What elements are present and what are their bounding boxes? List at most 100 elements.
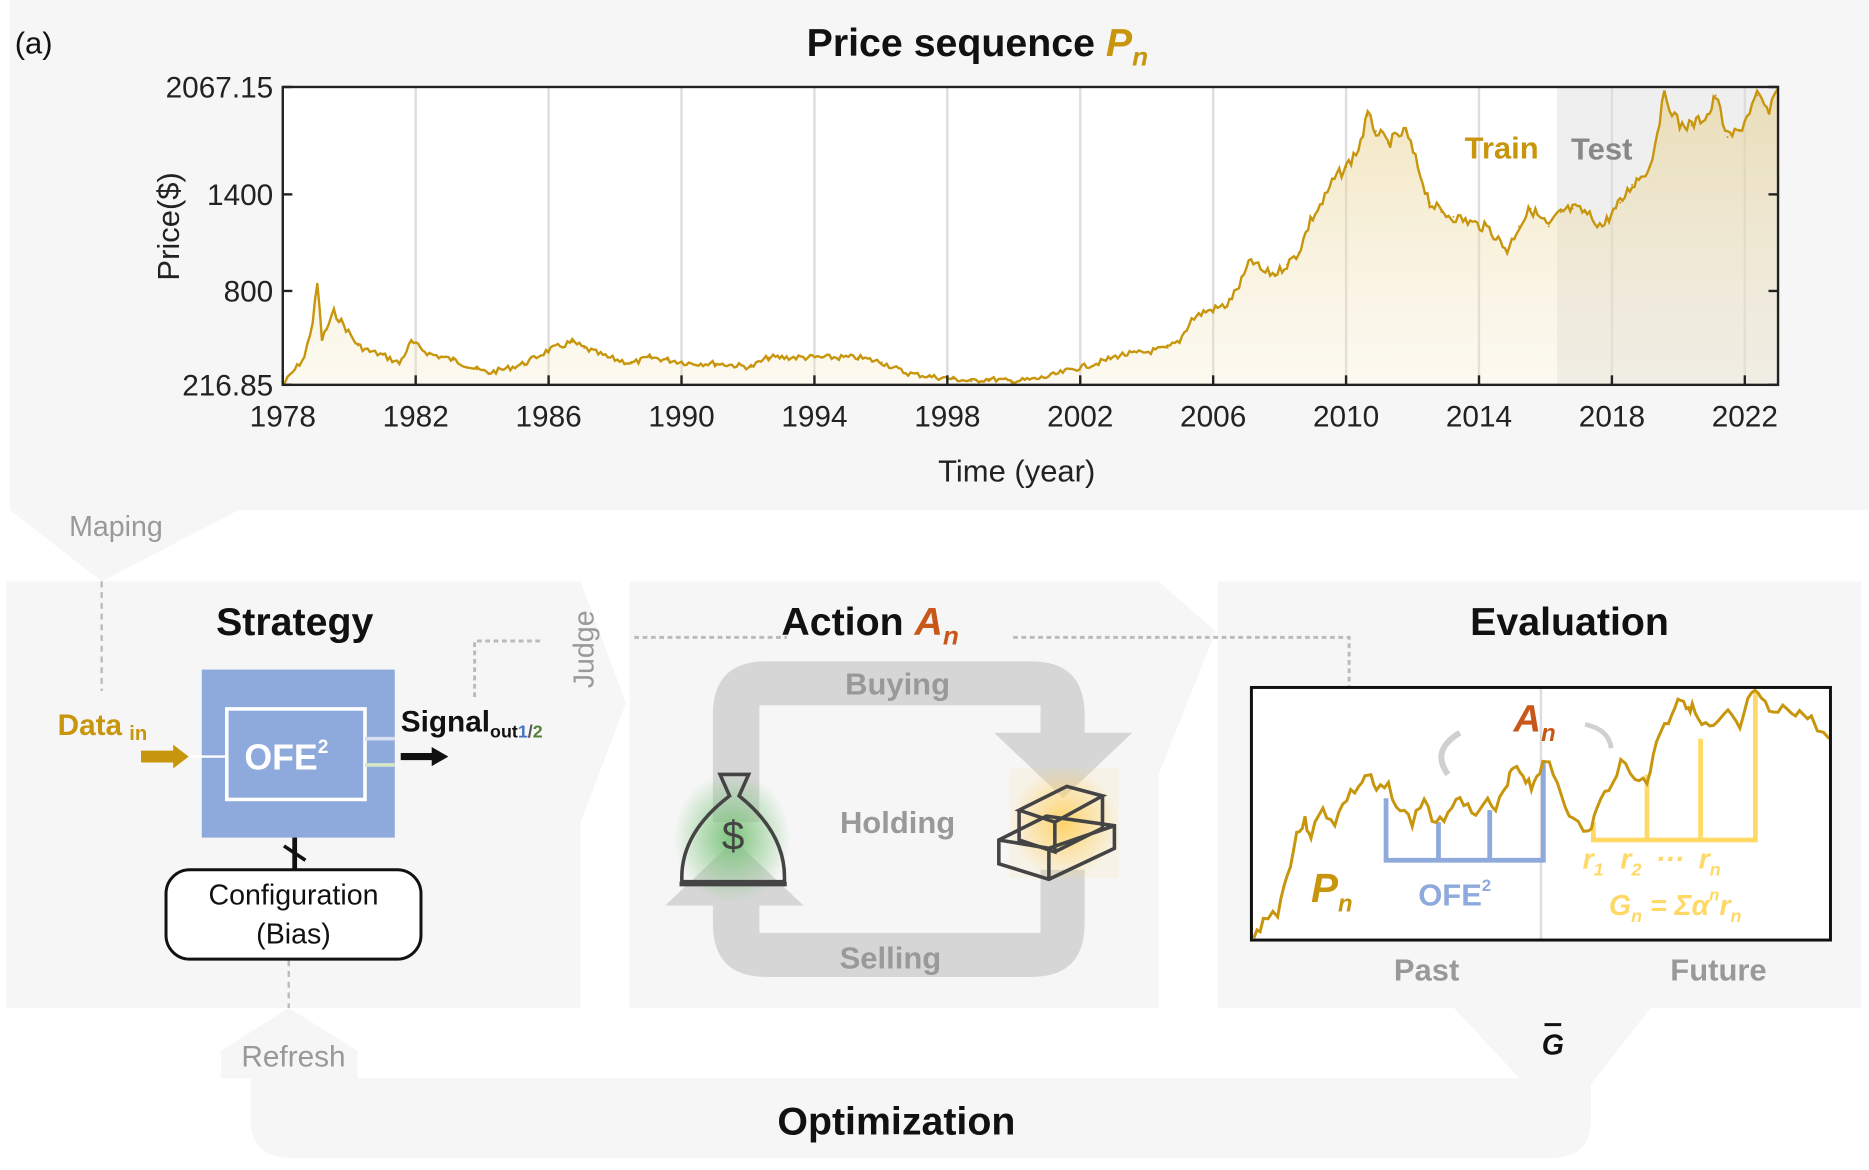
ofe-text: OFE	[244, 738, 317, 778]
action-title-text: Action	[781, 600, 914, 644]
x-tick-label: 1986	[515, 401, 581, 434]
data-point	[767, 356, 770, 359]
data-point	[690, 362, 693, 365]
eval-ofe-label: OFE2	[1418, 876, 1491, 912]
strategy-title: Strategy	[216, 600, 373, 644]
data-in-arrow-icon	[140, 744, 189, 769]
y-axis-label: Price($)	[151, 172, 186, 280]
evaluation-block: Evaluation An Pn OFE2 r1 r2 ··· rn Gn = Σαn…	[1249, 600, 1832, 988]
data-point	[1440, 211, 1443, 214]
data-point	[1011, 380, 1014, 383]
data-point	[880, 361, 883, 364]
data-point	[1274, 273, 1276, 276]
signal-label: Signalout1/2	[401, 706, 543, 742]
data-point	[356, 344, 359, 347]
data-point	[1583, 211, 1586, 214]
past-label: Past	[1394, 953, 1459, 988]
signal-arrow-icon	[400, 747, 449, 767]
data-point	[970, 380, 973, 383]
data-point	[1601, 225, 1604, 228]
data-point	[1357, 148, 1360, 150]
data-point	[368, 350, 371, 353]
g-formula: Gn = Σαnrn	[1609, 886, 1742, 926]
y-tick-label: 1400	[207, 179, 273, 212]
x-tick-label: 1982	[383, 401, 449, 434]
eval-price-label: Pn	[1311, 865, 1353, 918]
ofe-window	[1383, 762, 1546, 863]
data-point	[321, 338, 323, 341]
gf-sub: n	[1631, 906, 1642, 926]
data-point	[311, 320, 314, 323]
data-point	[1756, 94, 1759, 97]
r1-sub: 1	[1594, 860, 1604, 880]
x-tick-label: 2022	[1712, 401, 1778, 434]
signal-sub-slash: /	[528, 722, 533, 742]
data-point	[1708, 112, 1711, 115]
data-point	[1452, 215, 1455, 218]
x-tick-label: 2018	[1579, 401, 1645, 434]
gold-bars-icon	[997, 768, 1120, 882]
data-point	[1506, 249, 1509, 252]
x-tick-label: 1998	[914, 401, 980, 434]
data-point	[1095, 362, 1098, 365]
eval-a: A	[1513, 698, 1542, 741]
x-tick-label: 2014	[1446, 401, 1512, 434]
data-point	[928, 375, 931, 378]
data-point	[1321, 201, 1324, 204]
data-point	[332, 311, 335, 314]
x-axis-label: Time (year)	[938, 453, 1095, 488]
data-point	[1428, 201, 1431, 204]
data-point	[1142, 351, 1145, 354]
judge-label: Judge	[569, 610, 601, 688]
price-area	[282, 89, 1778, 385]
data-point	[452, 358, 455, 361]
signal-text: Signal	[401, 706, 490, 739]
buying-label[interactable]: Buying	[845, 667, 950, 702]
data-point	[857, 356, 859, 359]
data-point	[1559, 211, 1562, 214]
data-point	[428, 352, 431, 355]
data-point	[630, 362, 633, 365]
action-var-sub: n	[943, 621, 959, 651]
y-tick-label: 800	[224, 276, 274, 309]
x-tick-label: 2006	[1180, 401, 1246, 434]
data-point	[1529, 207, 1532, 210]
data-point	[987, 377, 990, 380]
data-point	[1190, 318, 1193, 321]
data-point	[1649, 165, 1652, 168]
data-point	[904, 371, 907, 374]
ofe-box	[224, 707, 367, 802]
price-line	[282, 88, 1779, 385]
data-point	[714, 362, 717, 365]
data-point	[1619, 201, 1622, 204]
data-in-sub: in	[129, 723, 147, 745]
buying-arrow	[712, 661, 1133, 823]
r2: r	[1620, 844, 1633, 876]
data-point	[1345, 165, 1348, 168]
plot-frame	[281, 85, 1780, 387]
eval-ofe: OFE	[1418, 877, 1482, 912]
x-tick-label: 1994	[781, 401, 847, 434]
holding-label[interactable]: Holding	[840, 805, 955, 840]
data-point	[785, 356, 788, 359]
eval-ofe-sup: 2	[1482, 876, 1491, 895]
evaluation-title: Evaluation	[1470, 600, 1669, 644]
chart-title-main: Price sequence	[807, 21, 1106, 65]
selling-label[interactable]: Selling	[840, 941, 942, 976]
optimization-band	[250, 1078, 1591, 1159]
data-point	[1238, 285, 1241, 287]
r-labels: r1 r2 ··· rn	[1583, 844, 1721, 880]
chart-title-sub: n	[1132, 42, 1148, 72]
data-point	[1464, 219, 1467, 222]
x-tick-label: 1978	[250, 401, 316, 434]
loop-arrow-icon	[1438, 730, 1462, 777]
data-point	[303, 356, 306, 359]
data-point	[1678, 124, 1681, 127]
data-point	[750, 365, 752, 368]
data-point	[1571, 207, 1574, 210]
data-point	[1386, 142, 1389, 144]
data-point	[398, 362, 401, 365]
rn: r	[1699, 844, 1712, 876]
signal-sub-2: 2	[533, 722, 543, 742]
